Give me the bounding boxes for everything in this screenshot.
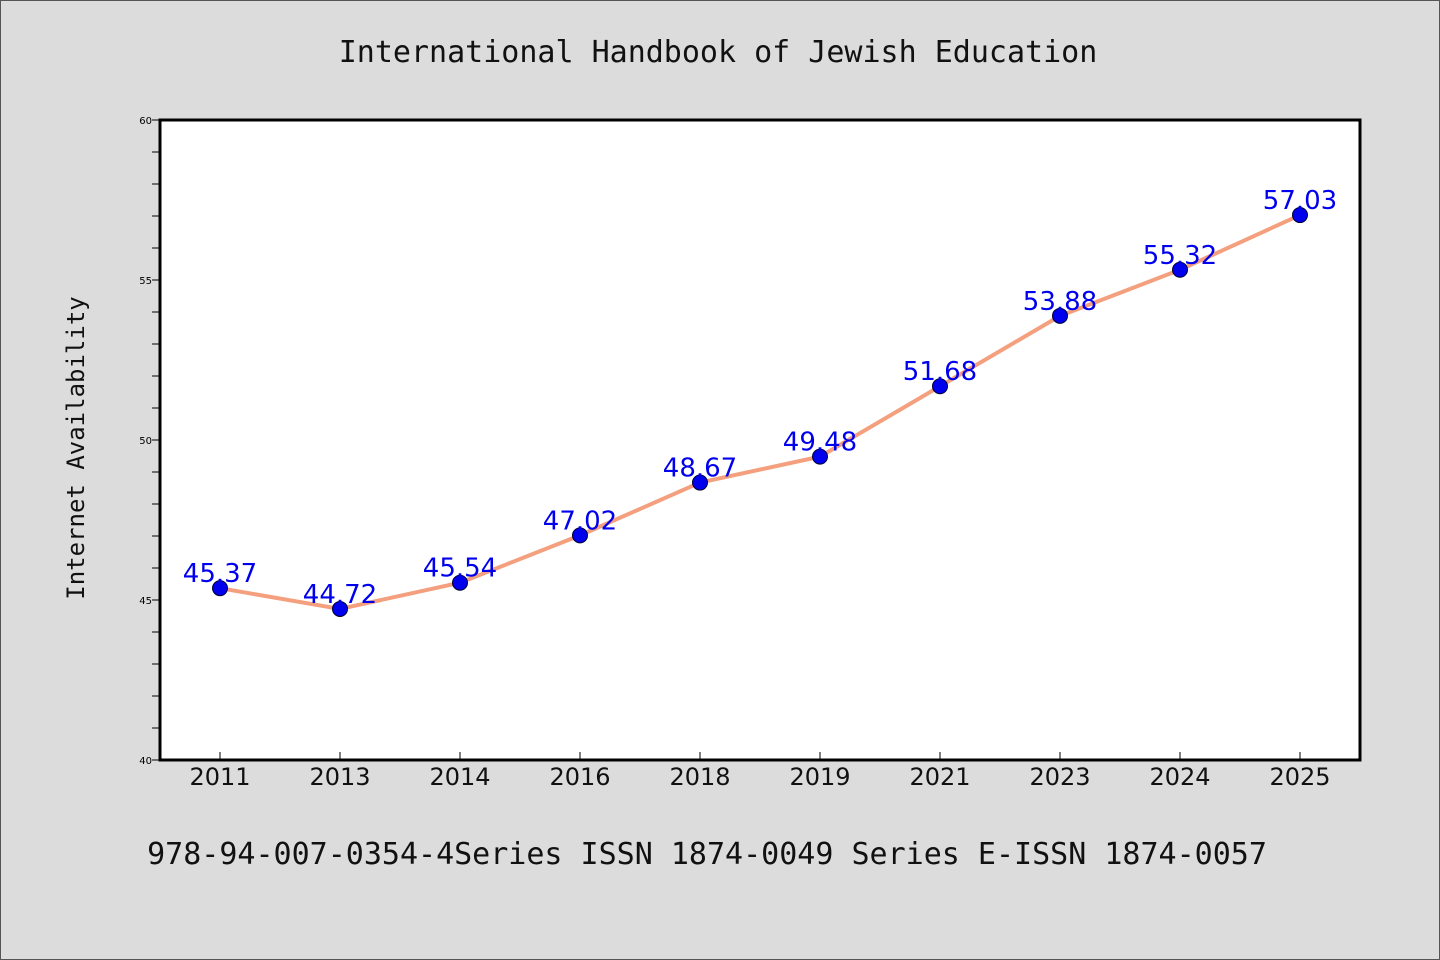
data-label: 57.03 — [1263, 186, 1337, 216]
x-tick-label: 2019 — [789, 763, 850, 791]
x-tick-label: 2025 — [1269, 763, 1330, 791]
x-tick-label: 2013 — [309, 763, 370, 791]
data-label: 45.54 — [423, 554, 497, 584]
y-tick-label: 40 — [139, 756, 152, 767]
data-label: 45.37 — [183, 559, 257, 589]
data-label: 51.68 — [903, 357, 977, 387]
plot-area — [158, 118, 1362, 762]
data-label: 47.02 — [543, 506, 617, 536]
data-point — [812, 448, 828, 465]
series-line — [218, 213, 1302, 611]
x-tick-label: 2016 — [549, 763, 610, 791]
x-axis: 2011 2013 2014 2016 2018 2019 2021 2023 2024 2025 — [189, 752, 1331, 791]
data-point — [212, 580, 228, 597]
series-line-group: 45.37 44.72 45.54 47.02 48.67 49.48 51.68 53.88… — [183, 186, 1337, 617]
x-tick-label: 2011 — [189, 763, 250, 791]
y-axis: 40 45 50 55 60 — [139, 116, 160, 767]
data-point — [1172, 261, 1188, 278]
y-tick-label: 55 — [139, 276, 152, 287]
x-tick-label: 2018 — [669, 763, 730, 791]
x-tick-label: 2024 — [1149, 763, 1210, 791]
chart-title: International Handbook of Jewish Educati… — [339, 35, 1098, 70]
data-label: 44.72 — [303, 580, 377, 610]
data-label: 55.32 — [1143, 241, 1217, 271]
data-point — [1292, 207, 1308, 224]
footer-isbn-text: 978-94-007-0354-4Series ISSN 1874-0049 S… — [147, 837, 1267, 872]
data-label: 49.48 — [783, 428, 857, 458]
y-tick-label: 45 — [139, 596, 152, 607]
data-point — [572, 527, 588, 544]
data-label: 53.88 — [1023, 287, 1097, 317]
data-point — [1052, 307, 1068, 324]
x-tick-label: 2014 — [429, 763, 490, 791]
y-axis-label: Internet Availability — [62, 296, 90, 599]
data-point — [932, 378, 948, 395]
y-tick-label: 50 — [139, 436, 152, 447]
data-point — [332, 600, 348, 617]
y-tick-label: 60 — [139, 116, 152, 127]
data-point — [692, 474, 708, 491]
x-tick-label: 2023 — [1029, 763, 1090, 791]
x-tick-label: 2021 — [909, 763, 970, 791]
data-point — [452, 574, 468, 591]
data-label: 48.67 — [663, 454, 737, 484]
